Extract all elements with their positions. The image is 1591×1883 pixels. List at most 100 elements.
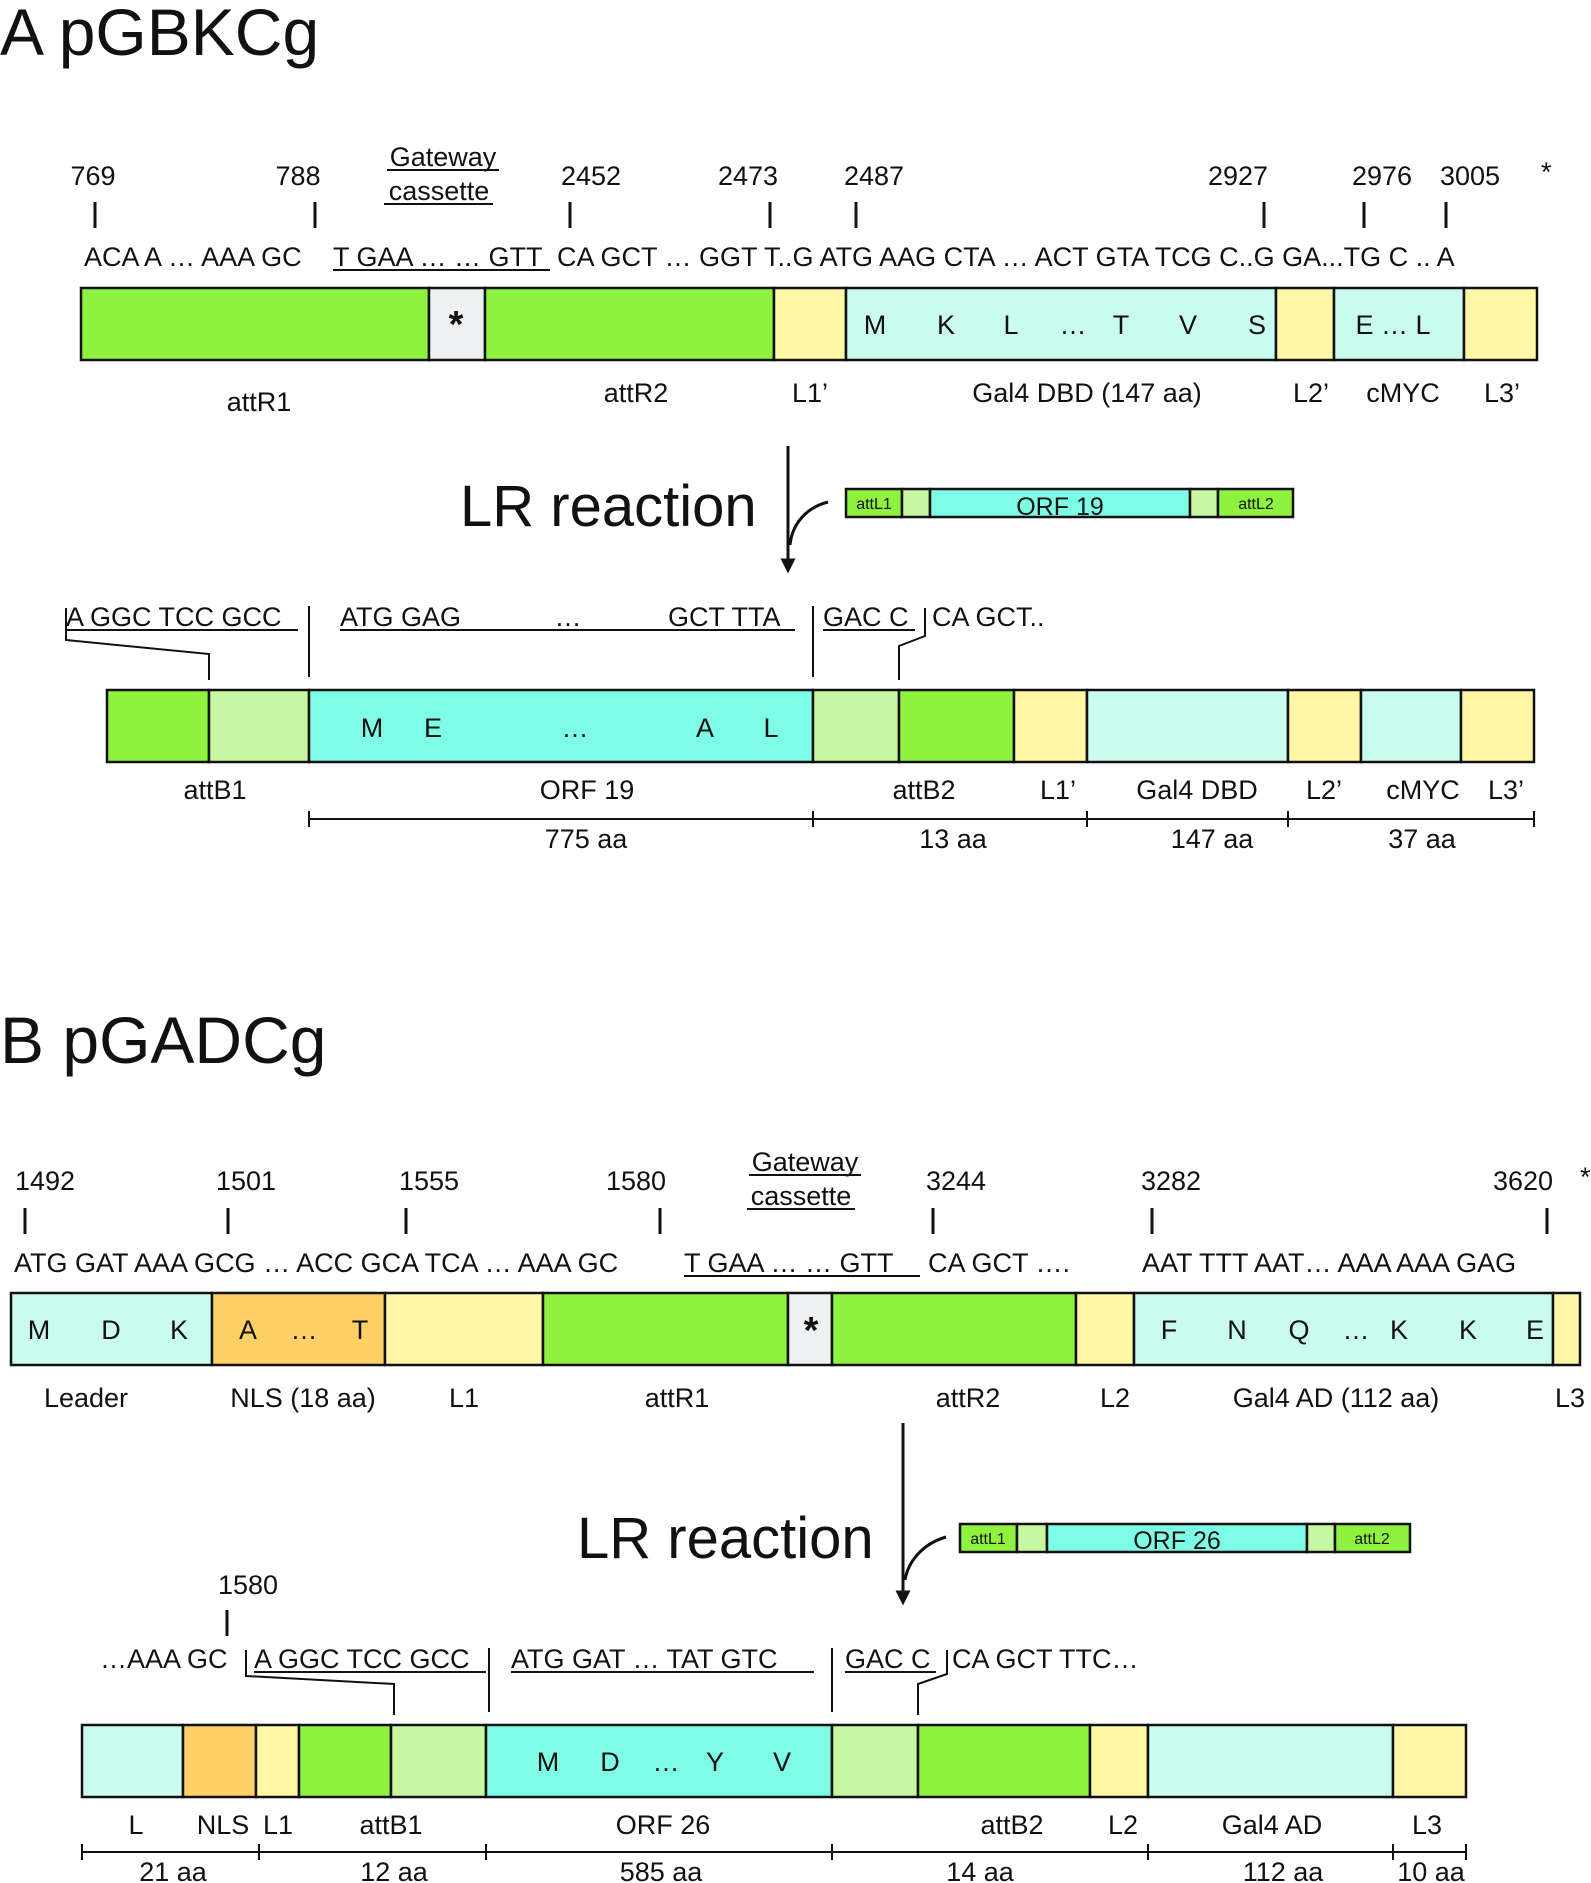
segment-label: attR1 [645,1383,710,1413]
dna-sequence-cassette: T GAA … … GTT [333,242,543,272]
position-label: 3620 [1493,1166,1553,1196]
residue: … [1343,1315,1370,1345]
length-label: 14 aa [946,1857,1015,1883]
segment-label: L3 [1412,1810,1442,1840]
segment-label: attR2 [604,378,669,408]
position-label: 2473 [718,161,778,191]
length-label: 147 aa [1171,824,1255,854]
position-label: 2927 [1208,161,1268,191]
position-label: 3282 [1141,1166,1201,1196]
residue: T [352,1315,369,1345]
residue: L [1003,310,1018,340]
panel-a: A pGBKCg 769 788 2452 2473 2487 2927 297… [0,0,1552,854]
segment-label: attB1 [359,1810,422,1840]
segment-label: attB2 [892,775,955,805]
attl1-label: attL1 [856,496,892,513]
residue: F [1161,1315,1178,1345]
segment-label: attB2 [980,1810,1043,1840]
segment-label: L [128,1810,143,1840]
position-label: 788 [275,161,320,191]
residue: M [864,310,887,340]
position-label: 1492 [15,1166,75,1196]
segment-label: cMYC [1366,378,1440,408]
position-ticks [23,1208,1549,1234]
segment-label: Gal4 AD (112 aa) [1233,1383,1440,1413]
length-label: 37 aa [1388,824,1457,854]
segment-label: ORF 19 [540,775,635,805]
residue: A [239,1315,257,1345]
segment-label: L1’ [792,378,828,408]
length-label: 21 aa [139,1857,208,1883]
segment-label: L3 [1555,1383,1585,1413]
segment-label: L2 [1100,1383,1130,1413]
insert-connector [903,1535,947,1581]
pgbkcg-vector-bar [79,286,1539,362]
segment-label: attR2 [936,1383,1001,1413]
position-label: 1580 [218,1570,278,1600]
segment-label: L1 [263,1810,293,1840]
segment-label: L1 [449,1383,479,1413]
product-sequence: ATG GAT … TAT GTC [511,1644,778,1674]
segment-label: cMYC [1386,775,1460,805]
segment-label: L3’ [1484,378,1520,408]
attl1-label: attL1 [970,1531,1006,1548]
segment-label: attB1 [183,775,246,805]
segment-label: L2’ [1306,775,1342,805]
length-label: 12 aa [360,1857,429,1883]
dna-sequence: CA GCT …. [928,1248,1070,1278]
residue: L [763,713,778,743]
residue: K [937,310,955,340]
length-label: 13 aa [919,824,988,854]
residue: K [1459,1315,1477,1345]
position-ticks [93,202,1448,228]
residue: K [1390,1315,1408,1345]
segment-label: L3’ [1488,775,1524,805]
product-sequence: GCT TTA [668,602,781,632]
segment-label: ORF 26 [616,1810,711,1840]
segment-label: L1’ [1040,775,1076,805]
product-sequence: GAC C [845,1644,931,1674]
residue: D [101,1315,121,1345]
residue: … [1060,310,1087,340]
residue: M [28,1315,51,1345]
product-sequence: CA GCT TTC… [952,1644,1139,1674]
position-label: 2487 [844,161,904,191]
product-sequence: A GGC TCC GCC [254,1644,470,1674]
gateway-cassette-label: Gateway [752,1147,859,1177]
residue: … [291,1315,318,1345]
length-label: 10 aa [1397,1857,1466,1883]
dna-sequence-cassette: T GAA … … GTT [684,1248,894,1278]
residue: K [170,1315,188,1345]
dna-sequence: ACA A … AAA GC [84,242,302,272]
gateway-cassette-label: cassette [389,176,490,206]
residue: … [653,1747,680,1777]
residue: E [1526,1315,1544,1345]
stop-marker: * [1580,1162,1591,1192]
length-label: 775 aa [545,824,629,854]
segment-label: L2’ [1293,378,1329,408]
product-sequence: A GGC TCC GCC [66,602,282,632]
position-label: 2976 [1352,161,1412,191]
residue: M [361,713,384,743]
product-sequence: GAC C [823,602,909,632]
orf26-prey-product-bar [80,1723,1468,1799]
orf-label: ORF 19 [1016,493,1104,521]
segment-label: Gal4 AD [1222,1810,1323,1840]
residue: E … L [1355,310,1430,340]
residue: V [773,1747,791,1777]
residue: M [537,1747,560,1777]
orf19-entry-insert [844,487,1295,519]
product-sequence: CA GCT.. [932,602,1045,632]
segment-label: Leader [44,1383,128,1413]
orf19-bait-product-bar [105,688,1536,764]
length-scale [308,811,1535,827]
attl2-label: attL2 [1238,496,1274,513]
segment-label: Gal4 DBD [1136,775,1258,805]
panel-b-title: B pGADCg [0,1003,326,1077]
dna-sequence: CA GCT … GGT T..G ATG AAG CTA … ACT GTA … [557,242,1455,272]
position-label: 1501 [216,1166,276,1196]
segment-label: NLS [197,1810,250,1840]
position-label: 769 [70,161,115,191]
gateway-cassette-label: cassette [751,1181,852,1211]
